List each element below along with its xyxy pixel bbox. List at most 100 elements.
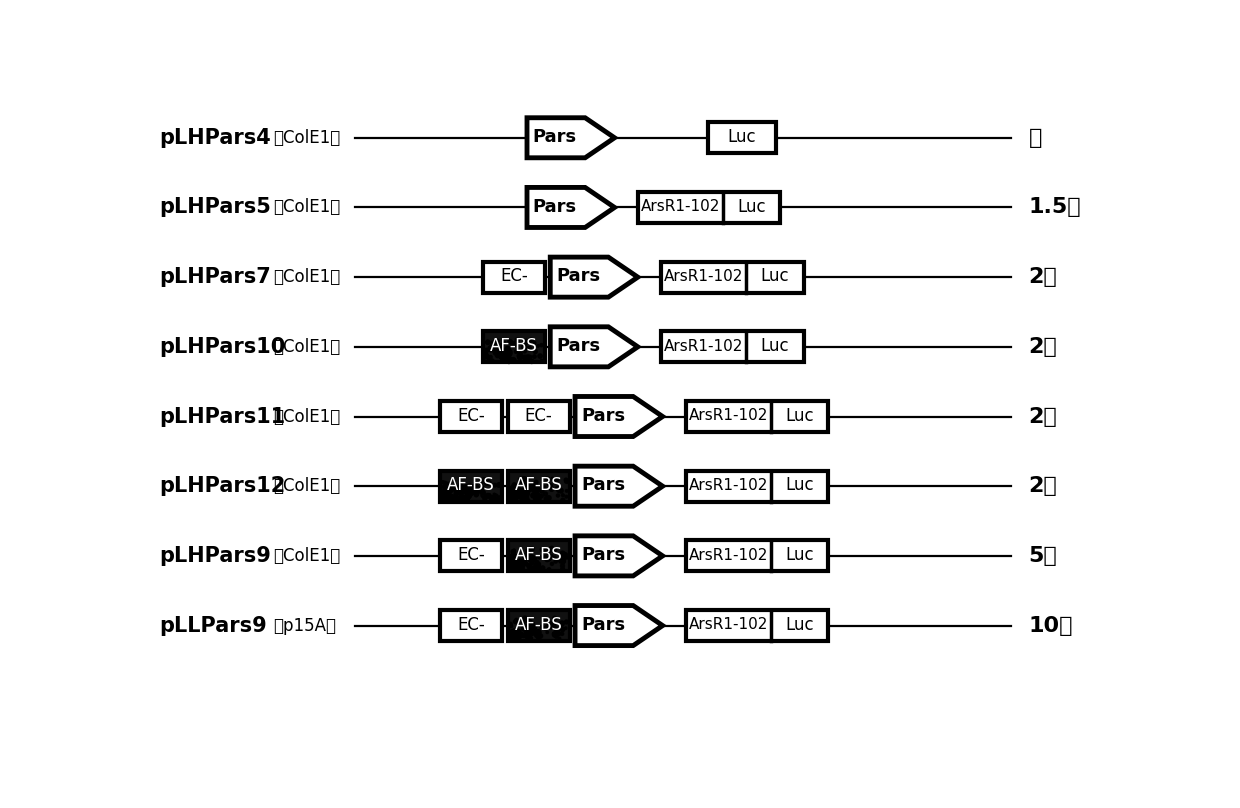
- Text: ArsR1-102: ArsR1-102: [688, 478, 769, 493]
- Point: [548, 627, 568, 640]
- Point: [527, 484, 547, 497]
- Point: [502, 338, 522, 351]
- Point: [449, 484, 469, 497]
- Point: [532, 621, 552, 633]
- Point: [439, 485, 459, 498]
- Point: [528, 559, 548, 572]
- Point: [505, 338, 525, 351]
- Point: [456, 482, 476, 494]
- Point: [515, 615, 534, 628]
- Point: [553, 623, 573, 636]
- Point: [532, 339, 552, 351]
- Point: [521, 542, 541, 555]
- Point: [516, 487, 536, 500]
- Point: [537, 472, 557, 485]
- Point: [521, 627, 541, 640]
- Point: [477, 335, 497, 348]
- Point: [446, 482, 466, 494]
- Point: [513, 476, 533, 489]
- Point: [466, 489, 486, 502]
- Point: [508, 630, 528, 643]
- Point: [515, 478, 534, 491]
- Point: [552, 627, 572, 640]
- Point: [518, 355, 538, 368]
- Text: 2倍: 2倍: [1028, 406, 1058, 427]
- Point: [475, 473, 495, 486]
- Point: [486, 346, 506, 359]
- Point: [538, 545, 558, 558]
- Point: [529, 551, 549, 564]
- Point: [434, 493, 454, 506]
- Point: [518, 558, 538, 571]
- Point: [525, 489, 544, 502]
- Point: [528, 626, 548, 639]
- Point: [557, 490, 577, 503]
- Point: [510, 488, 529, 501]
- Point: [521, 553, 541, 566]
- Point: [449, 486, 469, 499]
- Text: 2倍: 2倍: [1028, 337, 1058, 357]
- Text: 2倍: 2倍: [1028, 476, 1058, 496]
- Point: [528, 561, 548, 574]
- Point: [505, 632, 525, 645]
- Point: [534, 544, 554, 557]
- Point: [477, 349, 497, 362]
- Point: [534, 481, 554, 494]
- Point: [542, 621, 562, 633]
- Point: [467, 486, 487, 499]
- Point: [502, 626, 522, 639]
- Point: [502, 549, 522, 562]
- Text: 5倍: 5倍: [1028, 546, 1058, 566]
- Point: [503, 545, 523, 558]
- Point: [435, 482, 455, 495]
- Point: [528, 625, 548, 638]
- Point: [466, 480, 486, 493]
- Point: [520, 628, 539, 641]
- Bar: [482, 262, 544, 292]
- Point: [503, 562, 523, 574]
- Point: [516, 620, 536, 633]
- Point: [461, 482, 481, 494]
- Bar: [661, 262, 804, 292]
- Point: [502, 555, 522, 568]
- Point: [459, 480, 479, 493]
- Bar: [440, 610, 502, 641]
- Point: [490, 491, 510, 504]
- Point: [501, 633, 521, 646]
- Point: [489, 478, 508, 490]
- Point: [526, 476, 546, 489]
- Point: [547, 623, 567, 636]
- Point: [526, 478, 546, 491]
- Point: [494, 353, 513, 366]
- Point: [446, 486, 466, 499]
- Point: [503, 480, 523, 493]
- Point: [481, 343, 501, 356]
- Point: [513, 558, 533, 570]
- Point: [467, 481, 487, 494]
- Point: [516, 351, 536, 364]
- Point: [508, 557, 528, 570]
- Point: [482, 339, 502, 352]
- Text: Pars: Pars: [580, 406, 625, 425]
- Point: [477, 475, 497, 488]
- Point: [520, 621, 539, 633]
- Point: [537, 553, 557, 566]
- Point: [438, 481, 458, 494]
- Point: [482, 340, 502, 353]
- Point: [520, 561, 539, 574]
- Point: [516, 481, 536, 494]
- Point: [516, 482, 536, 494]
- Point: [557, 485, 577, 498]
- Point: [449, 486, 469, 499]
- Polygon shape: [575, 605, 662, 646]
- Point: [553, 562, 573, 575]
- Text: Pars: Pars: [533, 198, 577, 216]
- Point: [544, 612, 564, 625]
- Point: [553, 554, 573, 567]
- Text: EC-: EC-: [458, 546, 485, 564]
- Point: [515, 488, 534, 501]
- Text: Pars: Pars: [533, 128, 577, 146]
- Point: [544, 628, 564, 641]
- Point: [464, 480, 484, 493]
- Point: [440, 490, 460, 503]
